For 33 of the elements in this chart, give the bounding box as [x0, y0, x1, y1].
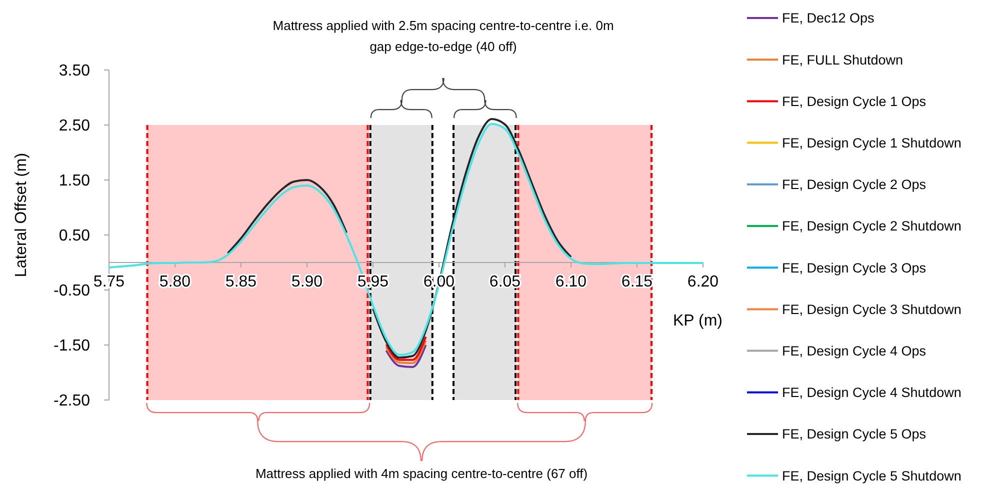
legend-label: FE, FULL Shutdown — [782, 52, 904, 68]
legend-label: FE, Design Cycle 1 Shutdown — [782, 136, 962, 151]
legend-label: FE, Design Cycle 3 Shutdown — [782, 302, 962, 317]
x-axis-title: KP (m) — [673, 312, 722, 330]
x-tick-label: 5.90 — [291, 274, 323, 290]
legend-label: FE, Design Cycle 2 Ops — [782, 177, 926, 192]
y-tick-label: 2.50 — [58, 118, 90, 135]
legend-label: FE, Design Cycle 4 Ops — [782, 344, 926, 359]
legend-label: FE, Dec12 Ops — [782, 10, 875, 26]
x-tick-label: 6.20 — [687, 274, 719, 290]
x-tick-label: 5.75 — [93, 274, 125, 290]
y-tick-label: -2.50 — [54, 392, 90, 410]
legend-label: FE, Design Cycle 2 Shutdown — [782, 218, 962, 234]
legend-label: FE, Design Cycle 5 Shutdown — [782, 468, 962, 484]
legend-label: FE, Design Cycle 5 Ops — [782, 426, 926, 442]
text: Mattress applied with 2.5m spacing centre-to-centre i.e. 0m gap edge-to-edge (40 off) — [272, 18, 614, 54]
legend-label: FE, Design Cycle 3 Ops — [782, 260, 926, 276]
legend-label: FE, Design Cycle 4 Shutdown — [782, 385, 962, 400]
y-tick-label: 1.50 — [58, 172, 90, 190]
y-tick-label: 3.50 — [58, 62, 90, 80]
y-tick-label: -0.50 — [54, 282, 90, 300]
y-tick-label: 0.50 — [58, 228, 90, 245]
y-axis-title: Lateral Offset (m) — [13, 152, 30, 278]
x-tick-label: 5.80 — [159, 274, 191, 290]
line-series — [385, 344, 427, 368]
x-tick-label: 6.15 — [621, 274, 653, 290]
legend-label: FE, Design Cycle 1 Ops — [782, 94, 926, 109]
x-tick-label: 5.85 — [225, 274, 257, 290]
x-tick-label: 6.05 — [489, 274, 521, 290]
y-tick-label: -1.50 — [54, 338, 90, 355]
text: Mattress applied with 4m spacing centre-to-centre (67 off) — [255, 466, 588, 481]
line-series — [385, 340, 427, 364]
x-tick-label: 6.10 — [555, 274, 587, 290]
